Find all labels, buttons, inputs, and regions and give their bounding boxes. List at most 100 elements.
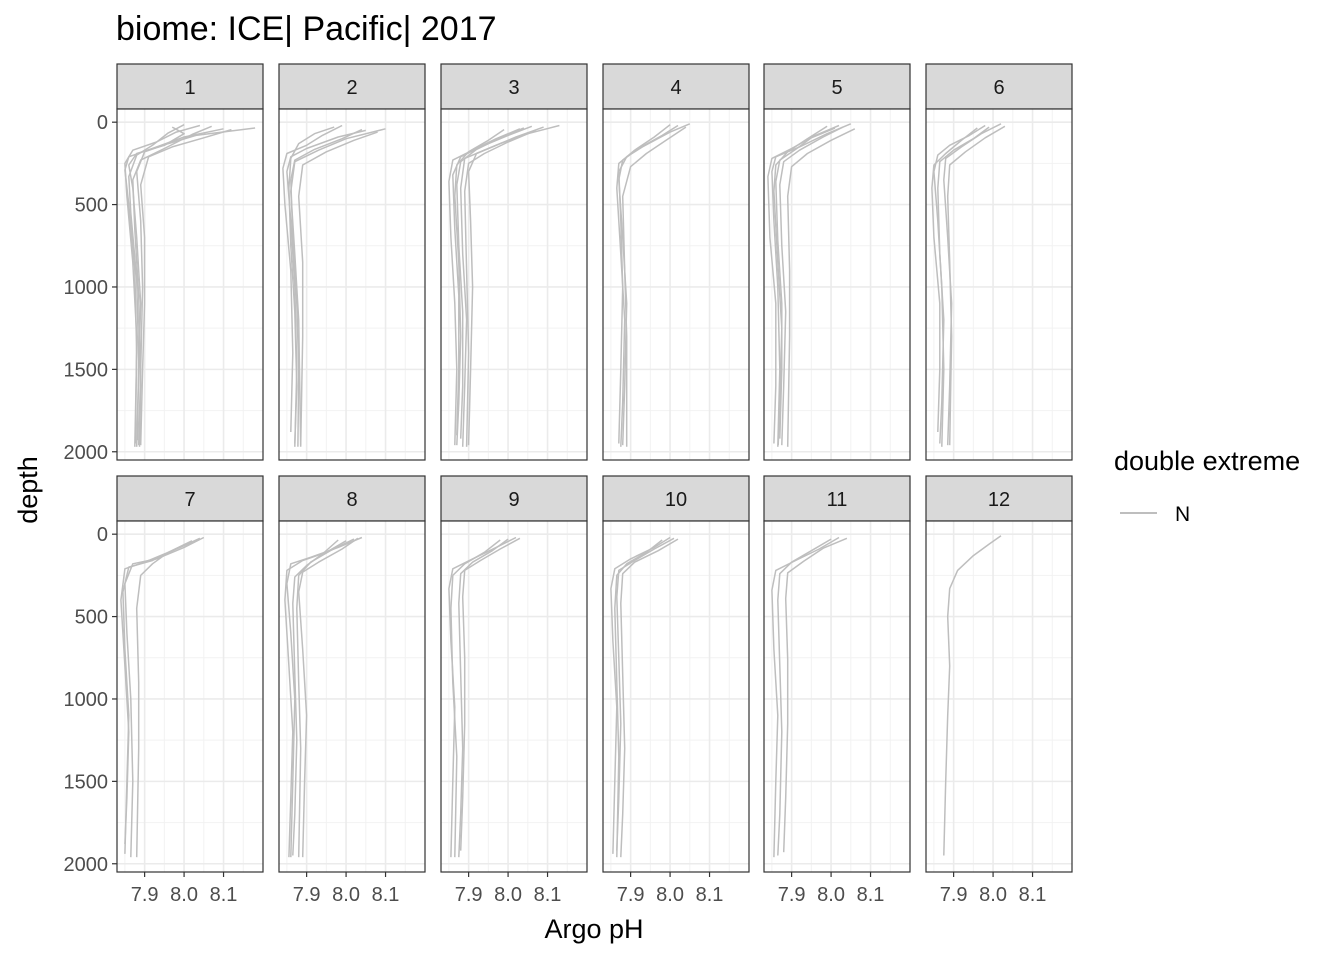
- facet-panel-7: 7 0 500 1000 1500 2000 7.9 8.0 8.1: [64, 475, 264, 906]
- profile-line: [454, 128, 505, 446]
- profile-line: [459, 126, 544, 447]
- facet-strip-label: 8: [346, 489, 357, 511]
- x-tick-label: 7.9: [131, 884, 159, 906]
- facet-strip-label: 10: [665, 489, 687, 511]
- facet-panel-12: 12 7.9 8.0 8.1: [925, 475, 1073, 906]
- profile-line: [773, 125, 828, 446]
- profile-line: [771, 123, 852, 447]
- facet-strip-label: 1: [184, 77, 195, 99]
- x-tick-label: 8.1: [210, 884, 238, 906]
- profile-line: [616, 537, 675, 851]
- facet-strip: [116, 63, 264, 110]
- profile-line: [448, 536, 517, 858]
- facet-panel-2: 2: [278, 63, 426, 461]
- profile-line: [122, 537, 201, 854]
- profile-line: [456, 127, 525, 439]
- panel-border: [116, 108, 264, 461]
- y-tick-label: 2000: [64, 442, 109, 464]
- facet-strip-label: 7: [184, 489, 195, 511]
- x-tick-label: 8.0: [656, 884, 684, 906]
- profile-line: [621, 126, 687, 447]
- facet-panel-5: 5: [763, 63, 911, 461]
- panel-border: [278, 108, 426, 461]
- x-tick-label: 8.1: [372, 884, 400, 906]
- facet-panel-6: 6: [925, 63, 1073, 461]
- facet-strip: [440, 63, 588, 110]
- facet-strip-label: 11: [827, 489, 848, 511]
- x-tick-label: 8.0: [494, 884, 522, 906]
- profile-line: [297, 131, 378, 446]
- facet-panel-9: 9 7.9 8.0 8.1: [440, 475, 588, 906]
- panel-background: [926, 521, 1072, 872]
- profile-line: [288, 126, 335, 444]
- y-tick-label: 1000: [64, 277, 109, 299]
- profile-line: [782, 537, 848, 853]
- profile-line: [284, 540, 347, 858]
- profile-line: [290, 128, 386, 447]
- profile-line: [128, 124, 185, 441]
- facet-strip: [763, 475, 911, 522]
- profile-line: [943, 535, 1002, 856]
- facet-strip: [763, 63, 911, 110]
- panel-border: [440, 108, 588, 461]
- y-tick-label: 0: [97, 524, 108, 546]
- panel-border: [116, 520, 264, 873]
- facet-strip-label: 4: [670, 77, 681, 99]
- profile-line: [931, 127, 978, 433]
- profile-line: [448, 128, 521, 446]
- facet-strip-label: 5: [831, 77, 842, 99]
- panel-border: [763, 108, 911, 461]
- panel-border: [602, 520, 750, 873]
- panel-border: [440, 520, 588, 873]
- legend-label: N: [1175, 503, 1190, 526]
- x-tick-label: 7.9: [293, 884, 321, 906]
- facet-panel-8: 8 7.9 8.0 8.1: [278, 475, 426, 906]
- facet-strip-label: 9: [508, 489, 519, 511]
- facet-strip: [602, 475, 750, 522]
- legend: double extreme N: [1114, 446, 1300, 526]
- profile-line: [450, 539, 501, 858]
- profile-line: [463, 129, 536, 447]
- panel-background: [603, 521, 749, 872]
- facet-strip-label: 6: [993, 77, 1004, 99]
- panel-border: [602, 108, 750, 461]
- profile-line: [458, 538, 509, 858]
- profile-line: [620, 538, 679, 858]
- facet-strip: [602, 63, 750, 110]
- y-tick-label: 0: [97, 112, 108, 134]
- x-tick-label: 8.0: [332, 884, 360, 906]
- facet-strip: [116, 475, 264, 522]
- y-tick-label: 500: [75, 195, 108, 217]
- y-axis-title: depth: [13, 456, 43, 524]
- profile-line: [282, 124, 343, 433]
- panel-background: [764, 521, 910, 872]
- x-tick-label: 8.0: [170, 884, 198, 906]
- panel-border: [925, 108, 1073, 461]
- facet-panel-3: 3: [440, 63, 588, 461]
- x-tick-label: 8.0: [979, 884, 1007, 906]
- profile-line: [775, 127, 836, 439]
- profile-line: [290, 128, 363, 447]
- x-axis-title: Argo pH: [544, 914, 643, 944]
- panel-background: [764, 109, 910, 460]
- y-tick-label: 1500: [64, 359, 109, 381]
- facet-strip-label: 2: [346, 77, 357, 99]
- panel-background: [926, 109, 1072, 460]
- profile-line: [771, 536, 840, 858]
- profile-line: [297, 537, 359, 858]
- profile-line: [124, 124, 201, 444]
- x-tick-label: 8.1: [534, 884, 562, 906]
- x-tick-label: 8.1: [1019, 884, 1047, 906]
- facet-panel-4: 4: [602, 63, 750, 461]
- profile-line: [767, 124, 840, 444]
- facet-panel-11: 11 7.9 8.0 8.1: [763, 475, 911, 906]
- profile-line: [937, 126, 990, 444]
- profile-line: [139, 128, 232, 446]
- x-tick-label: 7.9: [778, 884, 806, 906]
- chart-title: biome: ICE| Pacific| 2017: [116, 10, 497, 48]
- facet-strip-label: 3: [508, 77, 519, 99]
- profile-line: [132, 125, 212, 447]
- y-tick-label: 1500: [64, 771, 109, 793]
